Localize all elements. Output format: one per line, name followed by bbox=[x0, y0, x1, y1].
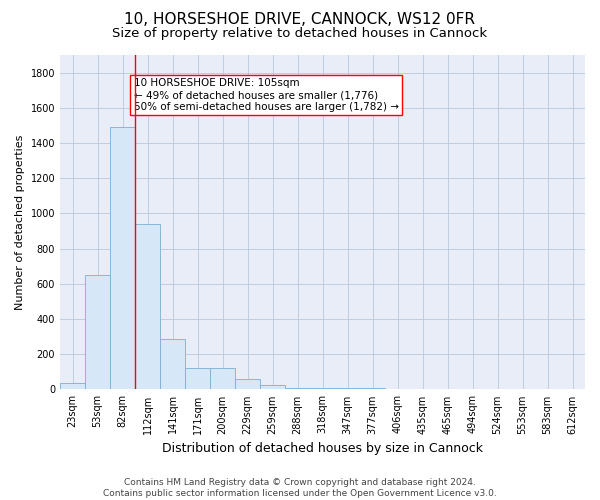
Text: Contains HM Land Registry data © Crown copyright and database right 2024.
Contai: Contains HM Land Registry data © Crown c… bbox=[103, 478, 497, 498]
Bar bbox=[185, 368, 210, 390]
Text: 10 HORSESHOE DRIVE: 105sqm
← 49% of detached houses are smaller (1,776)
50% of s: 10 HORSESHOE DRIVE: 105sqm ← 49% of deta… bbox=[134, 78, 398, 112]
Bar bbox=[285, 388, 310, 390]
Y-axis label: Number of detached properties: Number of detached properties bbox=[15, 134, 25, 310]
Bar bbox=[160, 340, 185, 390]
Bar bbox=[135, 224, 160, 390]
Bar bbox=[310, 388, 335, 390]
Bar bbox=[85, 275, 110, 390]
Bar bbox=[210, 368, 235, 390]
Text: 10, HORSESHOE DRIVE, CANNOCK, WS12 0FR: 10, HORSESHOE DRIVE, CANNOCK, WS12 0FR bbox=[125, 12, 476, 28]
Bar bbox=[335, 388, 360, 390]
Bar bbox=[110, 127, 135, 390]
Bar bbox=[260, 385, 285, 390]
Bar bbox=[235, 379, 260, 390]
Bar bbox=[60, 384, 85, 390]
Bar bbox=[360, 388, 385, 390]
Text: Size of property relative to detached houses in Cannock: Size of property relative to detached ho… bbox=[112, 28, 488, 40]
X-axis label: Distribution of detached houses by size in Cannock: Distribution of detached houses by size … bbox=[162, 442, 483, 455]
